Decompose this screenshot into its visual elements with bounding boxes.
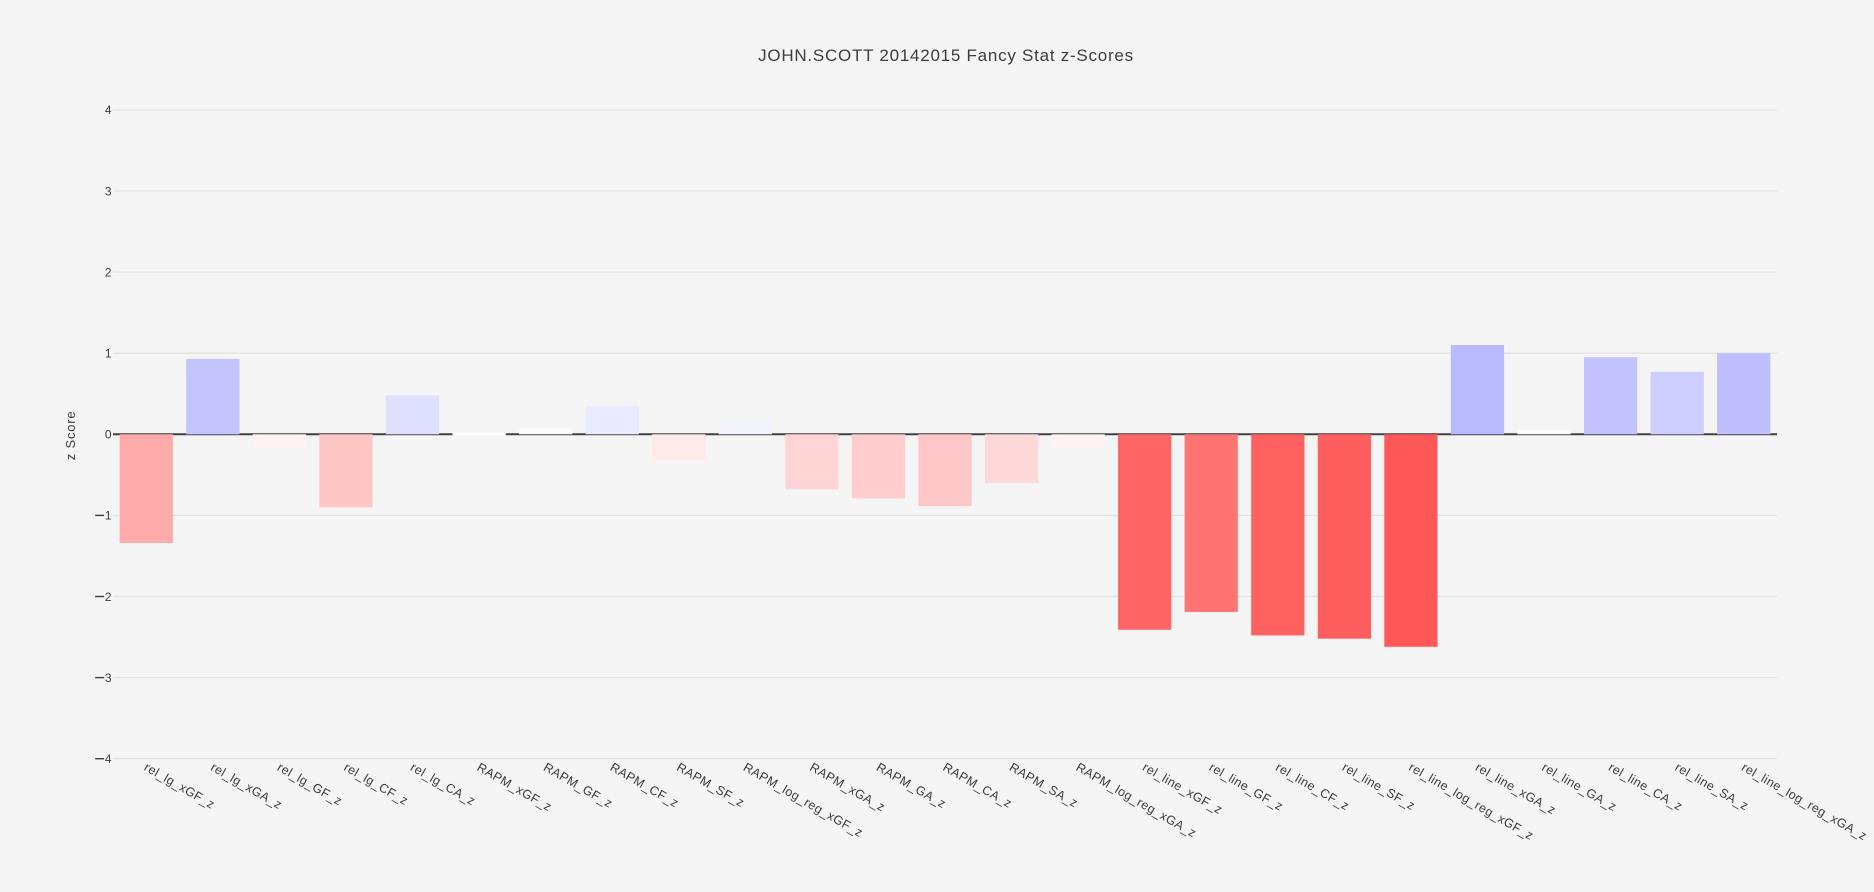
svg-text:1: 1	[105, 509, 112, 523]
svg-text:3: 3	[105, 671, 112, 685]
svg-text:JOHN.SCOTT 20142015 Fancy Stat: JOHN.SCOTT 20142015 Fancy Stat z-Scores	[758, 46, 1134, 65]
svg-text:2: 2	[105, 590, 112, 604]
svg-text:3: 3	[105, 184, 112, 198]
svg-text:2: 2	[105, 265, 112, 279]
svg-text:4: 4	[105, 752, 112, 766]
svg-text:4: 4	[105, 103, 112, 117]
svg-text:1: 1	[105, 347, 112, 361]
svg-text:z Score: z Score	[63, 411, 78, 461]
svg-text:0: 0	[105, 428, 112, 442]
